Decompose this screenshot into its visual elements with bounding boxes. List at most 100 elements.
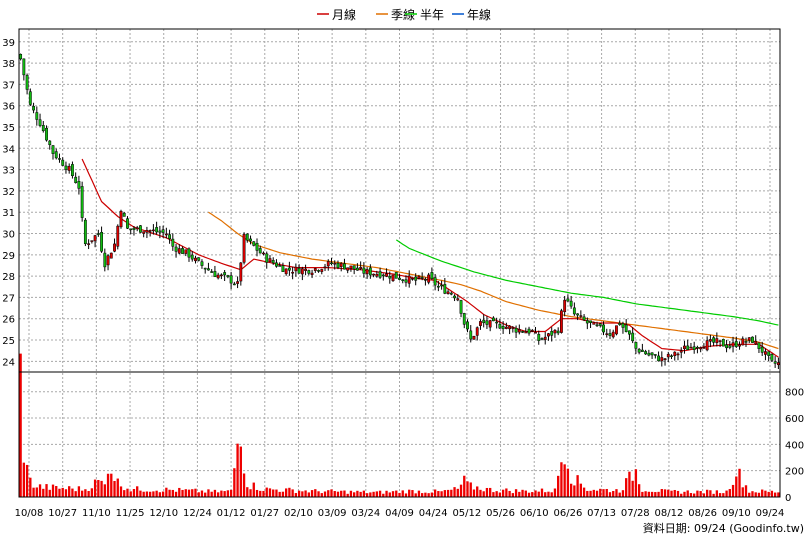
price-tick-label: 25 [2, 336, 15, 347]
candle [255, 238, 259, 257]
candle-body [291, 271, 295, 274]
candle [207, 262, 210, 271]
candle-body [200, 261, 204, 266]
volume-bar [51, 484, 55, 497]
legend-label-month: 月線 [332, 7, 356, 22]
candle-body [757, 342, 761, 349]
volume-bar [673, 489, 676, 497]
candle-body [657, 355, 660, 362]
volume-bar [654, 492, 657, 497]
date-tick-label: 02/10 [284, 508, 313, 519]
candle-body [184, 249, 188, 254]
date-tick-label: 06/26 [553, 508, 582, 519]
legend-label-year: 年線 [467, 7, 491, 22]
candle [407, 270, 411, 288]
volume-bar [589, 490, 592, 497]
candle-body [378, 271, 382, 278]
candle [281, 262, 285, 272]
volume-bar [440, 491, 443, 497]
volume-bar [191, 489, 194, 497]
volume-bar [498, 492, 502, 497]
candle-body [245, 233, 249, 241]
volume-bar [242, 473, 246, 497]
volume-bar [155, 490, 158, 497]
candle [291, 266, 295, 280]
volume-bar [77, 486, 81, 497]
volume-bar [754, 492, 757, 497]
candle-body [725, 344, 728, 349]
candle-body [119, 210, 123, 228]
candle [647, 349, 651, 357]
candle-body [359, 267, 363, 269]
candle-body [495, 321, 499, 324]
candle [278, 262, 282, 267]
candle [731, 336, 735, 353]
candle-body [54, 151, 58, 159]
candle-body [203, 267, 207, 270]
quarter-ma-line [208, 211, 779, 350]
candle-body [139, 225, 142, 233]
candle [605, 328, 609, 338]
candle [213, 265, 217, 278]
volume-bar [343, 490, 346, 497]
candle [93, 234, 97, 248]
candle [734, 336, 738, 349]
volume-bar [106, 473, 110, 497]
date-tick-label: 03/09 [318, 508, 347, 519]
volume-bar [537, 491, 540, 497]
volume-bar [492, 492, 495, 497]
date-tick-label: 09/10 [722, 508, 751, 519]
candle [304, 264, 308, 276]
volume-bar [511, 493, 515, 497]
volume-bar [297, 490, 301, 497]
candle [54, 148, 58, 160]
volume-bar [634, 469, 638, 497]
candle [517, 324, 521, 335]
volume-bar [683, 491, 686, 497]
candle-body [106, 255, 110, 266]
volume-bar [58, 488, 61, 497]
volume-bar [395, 490, 398, 497]
volume-bar [145, 491, 149, 497]
candle-body [210, 271, 214, 273]
candle [200, 259, 204, 269]
volume-bar [204, 492, 207, 497]
candle [634, 341, 638, 354]
candle-body [116, 225, 120, 247]
candle-body [556, 330, 560, 334]
candle [770, 353, 774, 362]
candle-body [74, 176, 78, 183]
volume-bar [501, 489, 505, 497]
legend-item-year: 年線 [452, 7, 491, 22]
candle-body [504, 326, 508, 329]
volume-bar [262, 490, 265, 497]
candle-body [307, 270, 311, 274]
candle-body [404, 279, 408, 283]
volume-bar [268, 488, 272, 497]
candle-body [242, 234, 246, 263]
candle [747, 337, 751, 344]
volume-bar [508, 490, 511, 497]
volume-bar [777, 492, 780, 497]
candle-body [540, 338, 544, 340]
volume-bar [722, 493, 725, 497]
volume-bar [660, 489, 663, 497]
volume-bar [71, 488, 74, 497]
candle [245, 233, 249, 243]
candle-body [310, 272, 314, 275]
price-tick-label: 39 [2, 38, 15, 49]
candle [550, 327, 554, 342]
candle-body [482, 319, 486, 324]
volume-bar [573, 485, 576, 497]
candle [151, 224, 155, 235]
volume-bar [187, 489, 191, 497]
candle-body [621, 323, 625, 328]
grid [19, 29, 780, 498]
candle [446, 289, 450, 295]
date-axis-ticks: 10/08 10/27 11/10 11/25 12/10 12/24 01/12 01/27… [15, 508, 785, 519]
volume-bar [281, 491, 285, 497]
candle-body [96, 233, 100, 235]
candle-body [352, 265, 356, 270]
candle-body [236, 281, 240, 284]
volume-bar [129, 491, 132, 497]
